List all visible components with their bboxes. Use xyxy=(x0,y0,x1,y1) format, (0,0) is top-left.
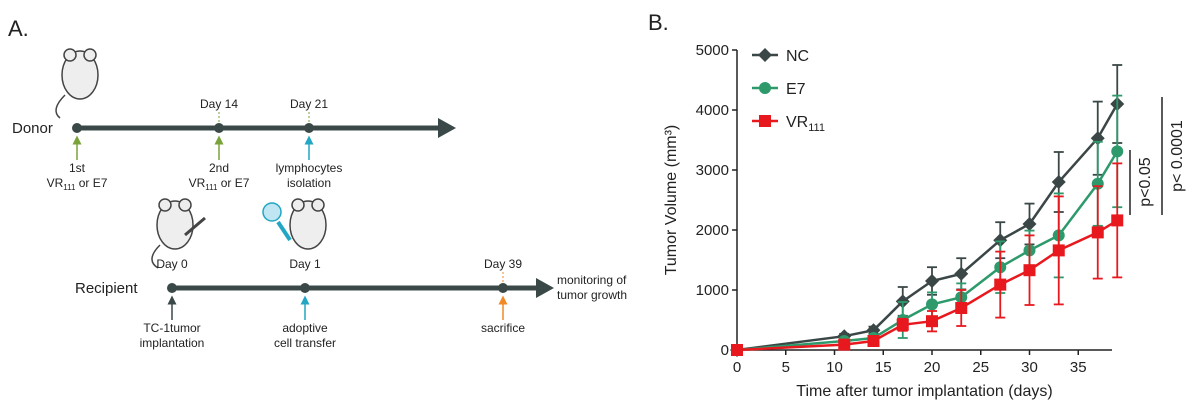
legend-label: E7 xyxy=(786,81,806,98)
marker xyxy=(994,278,1007,291)
step-text: implantation xyxy=(140,336,205,350)
x-axis-label: Time after tumor implantation (days) xyxy=(796,383,1052,400)
marker xyxy=(1111,145,1124,158)
day-label: Day 14 xyxy=(200,97,238,111)
end-text: tumor growth xyxy=(557,288,627,302)
panel-label: A. xyxy=(8,16,29,41)
x-tick-label: 0 xyxy=(733,359,741,376)
marker xyxy=(896,318,909,331)
y-tick-label: 5000 xyxy=(696,42,729,59)
marker xyxy=(926,298,938,311)
step-text: VR111 or E7 xyxy=(189,176,250,192)
y-tick-label: 3000 xyxy=(696,162,729,179)
marker xyxy=(1051,175,1066,189)
step-text: TC-1tumor xyxy=(143,321,200,335)
legend-marker xyxy=(758,48,772,62)
marker xyxy=(993,233,1008,248)
timeline-points xyxy=(167,283,508,293)
step-text: adoptive xyxy=(282,321,328,335)
timeline-arrow xyxy=(536,278,554,298)
chart: 0 1000 2000 3000 4000 5000 0 5 10 15 20 25 30 35 Time … xyxy=(663,42,1186,400)
marker xyxy=(1023,264,1036,277)
timeline-points xyxy=(72,123,314,133)
x-tick-label: 25 xyxy=(972,359,989,376)
x-tick-label: 10 xyxy=(826,359,843,376)
annotation: p< 0.0001 xyxy=(1169,120,1186,192)
x-tick-label: 30 xyxy=(1021,359,1038,376)
day-label: Day 39 xyxy=(484,257,522,271)
legend-name: VR xyxy=(786,114,808,131)
marker xyxy=(1111,214,1124,227)
legend-label: VR111 xyxy=(786,114,825,134)
step-text: 2nd xyxy=(209,161,229,175)
marker xyxy=(1052,244,1065,257)
legend-marker xyxy=(759,115,771,127)
marker xyxy=(838,338,851,351)
y-axis-label: Tumor Volume (mm³) xyxy=(663,125,680,276)
timeline-label: Donor xyxy=(12,120,53,137)
step-text: sacrifice xyxy=(481,321,525,335)
mouse-icon xyxy=(151,198,327,269)
y-tick-label: 1000 xyxy=(696,282,729,299)
legend-sub: 111 xyxy=(808,122,825,134)
day-label: Day 1 xyxy=(289,257,321,271)
marker xyxy=(925,274,939,288)
marker xyxy=(1022,217,1037,231)
legend-label: NC xyxy=(786,48,809,65)
marker xyxy=(926,315,938,328)
step-text: lymphocytes xyxy=(276,161,343,175)
step-text: 1st xyxy=(69,161,86,175)
timeline-label: Recipient xyxy=(75,280,138,297)
step-text: isolation xyxy=(287,176,331,190)
annotation: p<0.05 xyxy=(1137,157,1154,206)
marker xyxy=(867,335,880,347)
marker xyxy=(954,266,969,281)
step-text: cell transfer xyxy=(274,336,336,350)
mouse-icon xyxy=(55,48,99,119)
end-text: monitoring of xyxy=(557,273,627,287)
legend-name: E7 xyxy=(786,81,806,98)
x-tick-label: 35 xyxy=(1070,359,1087,376)
legend-name: NC xyxy=(786,48,809,65)
legend-marker xyxy=(759,82,771,94)
marker xyxy=(1091,226,1104,239)
day-label: Day 21 xyxy=(290,97,328,111)
step-text: VR111 or E7 xyxy=(47,176,108,192)
x-tick-label: 20 xyxy=(924,359,941,376)
x-tick-label: 15 xyxy=(875,359,892,376)
y-tick-label: 4000 xyxy=(696,102,729,119)
marker xyxy=(731,344,743,356)
series-line xyxy=(736,103,1119,352)
x-tick-label: 5 xyxy=(782,359,790,376)
marker xyxy=(955,302,968,314)
timeline-arrow xyxy=(438,118,456,138)
y-tick-label: 2000 xyxy=(696,222,729,239)
y-tick-label: 0 xyxy=(721,342,729,359)
panel-label: B. xyxy=(648,10,669,35)
day-label: Day 0 xyxy=(156,257,188,271)
